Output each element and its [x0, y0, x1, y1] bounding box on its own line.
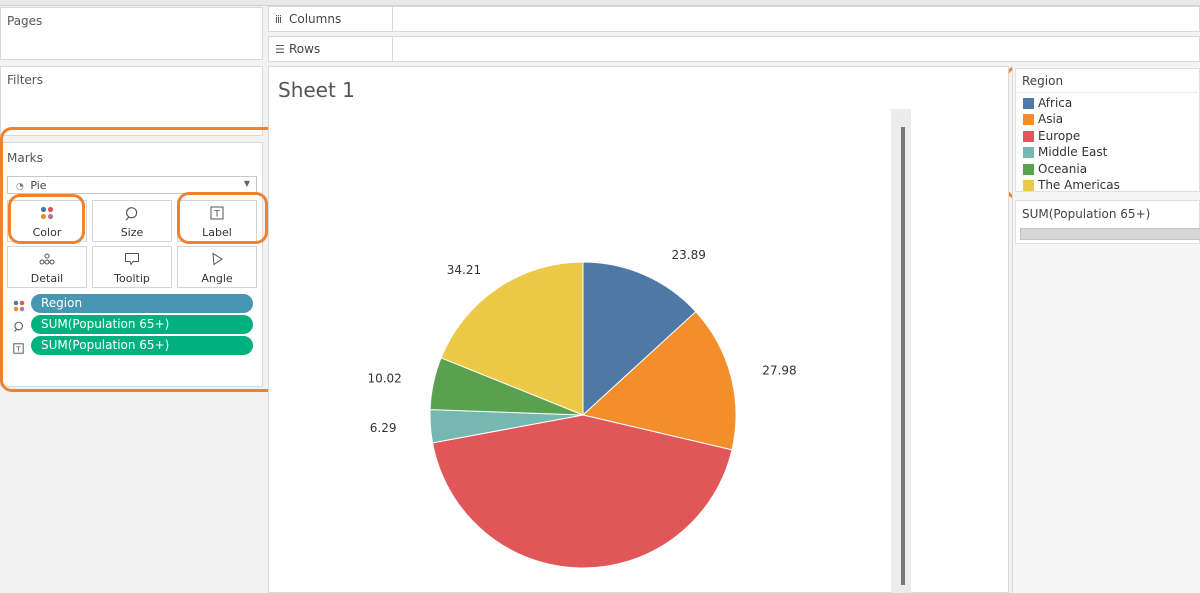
label-population-pill[interactable]: SUM(Population 65+) [31, 336, 253, 355]
mark-type-value: Pie [30, 179, 47, 192]
label-pill-row: T SUM(Population 65+) [13, 336, 257, 356]
rows-label: Rows [289, 42, 321, 56]
columns-shelf-label: ⅲ Columns [269, 7, 393, 31]
chevron-down-icon: ▼ [243, 179, 250, 188]
pie-mark-icon: ◔ [16, 182, 24, 192]
rows-shelf[interactable]: ☰ Rows [268, 36, 1200, 62]
size-legend-bar [1020, 228, 1200, 240]
pages-title: Pages [7, 14, 43, 28]
size-shape-icon [93, 206, 171, 224]
tooltip-button-label: Tooltip [114, 272, 150, 285]
region-pill[interactable]: Region [31, 294, 253, 313]
legend-swatch [1023, 180, 1034, 191]
size-button-label: Size [120, 226, 144, 239]
marks-highlight-box [0, 127, 289, 392]
legend-swatch [1023, 98, 1034, 109]
legend-label: Oceania [1038, 161, 1088, 176]
sheet-title: Sheet 1 [278, 78, 355, 102]
marks-card: Marks ◔ Pie ▼ Color Size T Label Detail … [0, 142, 263, 387]
marks-title: Marks [7, 151, 43, 165]
legend-label: Africa [1038, 96, 1073, 110]
angle-icon [178, 252, 256, 270]
color-button-label: Color [32, 226, 62, 239]
legend-title: Region [1022, 74, 1064, 88]
view-card: Sheet 1 [268, 66, 1009, 593]
size-legend: SUM(Population 65+) [1015, 200, 1200, 244]
columns-label: Columns [289, 12, 342, 26]
legend-swatch [1023, 130, 1034, 142]
tooltip-button[interactable]: Tooltip [92, 246, 172, 288]
mark-type-dropdown[interactable]: ◔ Pie ▼ [7, 176, 257, 194]
region-legend: Region Africa Asia Europe Middle East Oceani… [1015, 68, 1200, 192]
svg-text:T: T [213, 210, 220, 220]
svg-text:T: T [15, 344, 21, 353]
rows-icon: ☰ [275, 43, 285, 56]
legend-swatch [1023, 147, 1034, 159]
toolbar-strip [0, 0, 1200, 6]
tooltip-bubble-icon [93, 252, 171, 270]
color-dots-icon [8, 206, 86, 224]
legend-label: Europe [1038, 128, 1081, 143]
legend-swatch [1023, 163, 1034, 175]
columns-shelf[interactable]: ⅲ Columns [268, 6, 1200, 32]
angle-button-label: Angle [201, 272, 233, 285]
vertical-scrollbar[interactable] [901, 127, 905, 585]
columns-icon: ⅲ [275, 13, 283, 26]
filters-card[interactable]: Filters [0, 66, 263, 136]
size-shape-icon [13, 318, 27, 332]
label-button-label: Label [202, 226, 232, 239]
size-legend-title: SUM(Population 65+) [1022, 207, 1151, 221]
label-highlight-box [177, 192, 268, 244]
color-dots-icon [13, 297, 27, 312]
detail-button-label: Detail [30, 272, 64, 285]
filters-title: Filters [7, 73, 43, 87]
label-text-icon: T [178, 206, 256, 224]
detail-button[interactable]: Detail [7, 246, 87, 288]
legend-label: The Americas [1038, 178, 1120, 192]
legend-swatch [1023, 114, 1034, 126]
label-text-icon: T [13, 339, 27, 354]
rows-shelf-label: ☰ Rows [269, 37, 393, 61]
size-population-pill[interactable]: SUM(Population 65+) [31, 315, 253, 334]
legend-label: Asia [1038, 112, 1064, 127]
pages-card[interactable]: Pages [0, 7, 263, 60]
legend-divider [1016, 92, 1200, 93]
detail-dots-icon [8, 252, 86, 270]
color-highlight-box [8, 194, 85, 244]
legend-label: Middle East [1038, 145, 1108, 160]
size-button[interactable]: Size [92, 200, 172, 242]
size-pill-row: SUM(Population 65+) [13, 315, 257, 335]
region-color-pill-row: Region [13, 294, 257, 314]
angle-button[interactable]: Angle [177, 246, 257, 288]
